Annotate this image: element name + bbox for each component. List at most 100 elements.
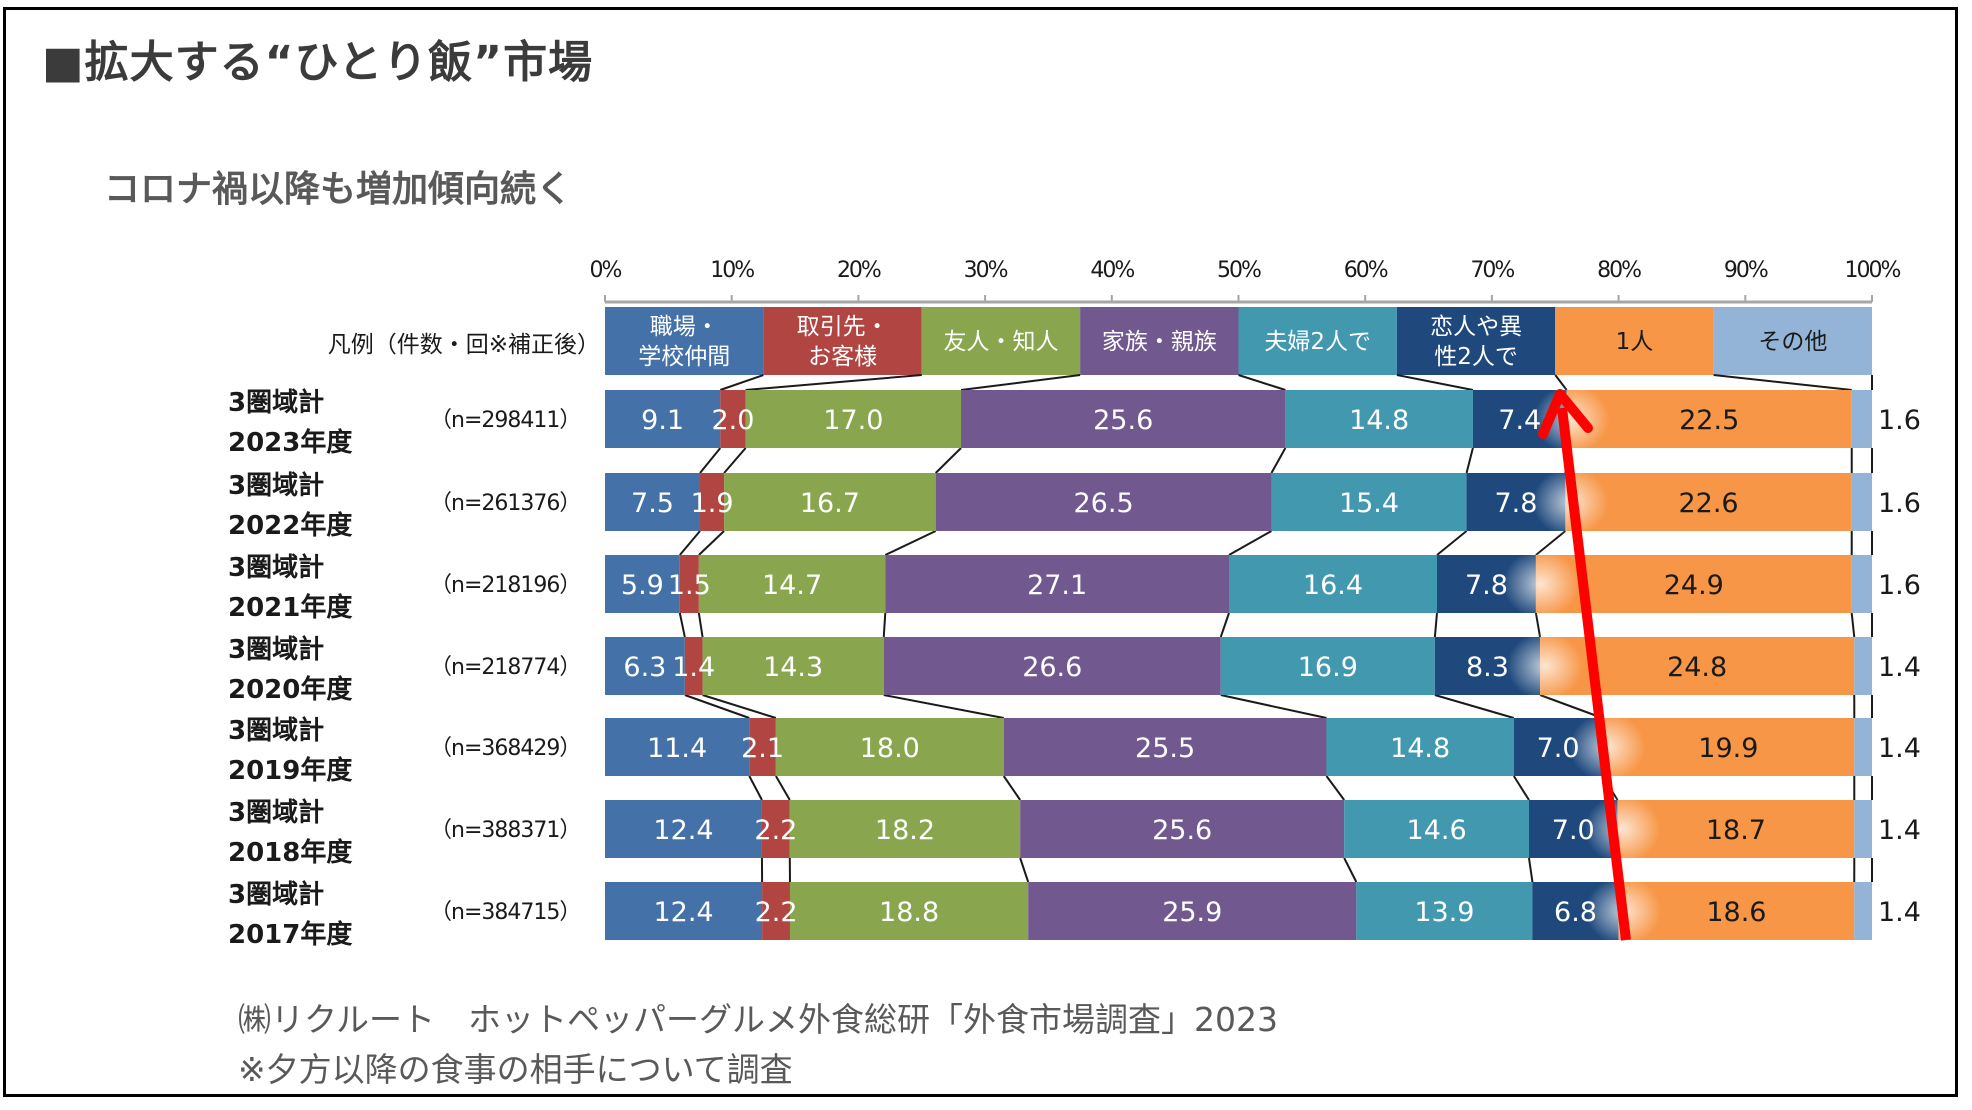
legend: 凡例（件数・回※補正後） 職場・学校仲間 取引先・お客様 友人・知人 家族・親族 夫婦2…: [328, 307, 1872, 375]
bar-segment: [605, 637, 685, 695]
data-label: 18.8: [879, 897, 939, 928]
bar-segment: [1028, 882, 1357, 940]
bar-segment: [1003, 718, 1327, 776]
legend-label: 凡例（件数・回※補正後）: [328, 332, 600, 358]
legend-swatch: [1713, 307, 1872, 375]
x-tick-label: 80%: [1597, 258, 1641, 283]
bar-segment: [1326, 718, 1514, 776]
data-label: 25.6: [1152, 815, 1212, 846]
data-label: 26.6: [1022, 652, 1082, 683]
data-label: 22.5: [1679, 405, 1739, 436]
data-label: 7.4: [1498, 405, 1541, 436]
data-label: 1.6: [1878, 570, 1921, 601]
bar-segment: [1854, 637, 1872, 695]
series-connector: [1270, 447, 1287, 474]
series-connector: [1527, 857, 1534, 883]
series-connector: [883, 694, 1004, 719]
bar-segment: [1851, 473, 1872, 531]
bar-segment: [720, 390, 746, 448]
data-label: 1.6: [1878, 488, 1921, 519]
legend-item-label: その他: [1758, 329, 1827, 355]
series-connector: [960, 374, 1081, 391]
bar-segment: [749, 718, 776, 776]
data-label: 2.0: [711, 405, 754, 436]
series-connector: [1512, 775, 1530, 801]
sample-size-label: （n=218196）: [430, 573, 580, 598]
category-label-line1: 3圏域計: [228, 879, 324, 910]
bar-segment: [1220, 637, 1435, 695]
data-label: 18.6: [1706, 897, 1766, 928]
category-label-line1: 3圏域計: [228, 387, 324, 418]
bar-segment: [775, 718, 1004, 776]
data-label: 25.6: [1093, 405, 1153, 436]
data-label: 1.4: [1878, 652, 1921, 683]
data-label: 2.1: [741, 733, 784, 764]
data-label: 25.5: [1135, 733, 1195, 764]
series-connector: [1325, 775, 1345, 801]
data-label: 8.3: [1466, 652, 1509, 683]
category-label-line1: 3圏域計: [228, 715, 324, 746]
data-label: 9.1: [641, 405, 684, 436]
legend-item-label: 家族・親族: [1102, 329, 1217, 355]
series-connector: [1713, 374, 1852, 391]
arrow-glow-spot: [1502, 550, 1579, 618]
series-connector: [882, 612, 887, 638]
bar-segment: [605, 390, 721, 448]
data-label: 25.9: [1162, 897, 1222, 928]
series-connector: [699, 447, 722, 474]
category-label-line2: 2017年度: [228, 919, 352, 950]
x-axis: 0% 10% 20% 30% 40% 50% 60% 70% 80% 90% 100%: [590, 258, 1903, 304]
data-label: 7.0: [1552, 815, 1595, 846]
data-label: 7.8: [1465, 570, 1508, 601]
bar-segment: [1854, 882, 1872, 940]
data-label: 7.0: [1537, 733, 1580, 764]
series-connector: [748, 775, 763, 801]
category-label-line1: 3圏域計: [228, 552, 324, 583]
data-label: 1.6: [1878, 405, 1921, 436]
bar-segment: [1851, 390, 1872, 448]
legend-swatch: [763, 307, 922, 375]
bar-segment: [1271, 473, 1467, 531]
category-label-line1: 3圏域計: [228, 470, 324, 501]
category-label-line2: 2019年度: [228, 755, 352, 786]
category-label-line2: 2018年度: [228, 837, 352, 868]
legend-swatch: [605, 307, 764, 375]
series-connector: [1343, 857, 1358, 883]
slide-title: ■拡大する“ひとり飯”市場: [42, 37, 594, 88]
series-connector: [1433, 612, 1438, 638]
category-label-line2: 2020年度: [228, 674, 352, 705]
sample-size-label: （n=261376）: [430, 491, 580, 516]
bar-segment: [745, 390, 962, 448]
x-tick-label: 40%: [1090, 258, 1134, 283]
data-label: 14.7: [762, 570, 822, 601]
sample-size-label: （n=218774）: [430, 655, 580, 680]
bar-segment: [684, 637, 703, 695]
data-label: 7.5: [631, 488, 674, 519]
bar-segment: [1851, 555, 1872, 613]
arrow-glow-spot: [1507, 632, 1584, 700]
legend-item-label: 職場・: [650, 314, 719, 340]
x-tick-label: 90%: [1724, 258, 1768, 283]
sample-size-label: （n=384715）: [430, 900, 580, 925]
series-connector: [775, 775, 791, 801]
bar-segment: [700, 473, 725, 531]
bar-segment: [1285, 390, 1473, 448]
bar-segment: [724, 473, 936, 531]
bar-segment: [1020, 800, 1345, 858]
data-label: 1.4: [1878, 897, 1921, 928]
data-label: 18.2: [875, 815, 935, 846]
series-connector: [1396, 374, 1474, 391]
arrow-glow-spot: [1584, 795, 1661, 863]
bar-segment: [762, 882, 790, 940]
legend-item-label: 取引先・: [797, 314, 889, 340]
series-connector: [719, 374, 764, 391]
series-connector: [723, 447, 747, 474]
bar-segment: [605, 882, 763, 940]
source-note: ㈱リクルート ホットペッパーグルメ外食総研「外食市場調査」2023: [238, 1000, 1278, 1039]
data-label: 1.4: [1878, 815, 1921, 846]
data-label: 22.6: [1678, 488, 1738, 519]
bar-segment: [789, 800, 1021, 858]
data-label: 14.3: [763, 652, 823, 683]
data-label: 27.1: [1027, 570, 1087, 601]
